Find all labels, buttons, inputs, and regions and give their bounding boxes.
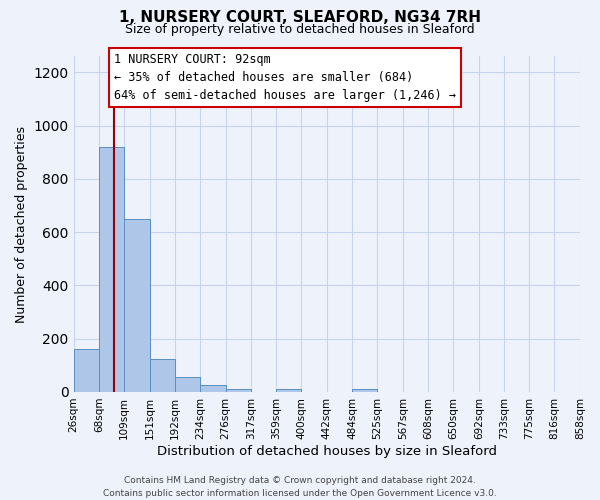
Text: Contains HM Land Registry data © Crown copyright and database right 2024.
Contai: Contains HM Land Registry data © Crown c… (103, 476, 497, 498)
Bar (74, 350, 99, 392)
Bar (99, 147, 124, 392)
Bar (124, 219, 149, 392)
Bar (149, 358, 175, 392)
Bar (352, 389, 377, 392)
X-axis label: Distribution of detached houses by size in Sleaford: Distribution of detached houses by size … (157, 444, 497, 458)
Text: 1, NURSERY COURT, SLEAFORD, NG34 7RH: 1, NURSERY COURT, SLEAFORD, NG34 7RH (119, 10, 481, 25)
Text: 1 NURSERY COURT: 92sqm
← 35% of detached houses are smaller (684)
64% of semi-de: 1 NURSERY COURT: 92sqm ← 35% of detached… (114, 53, 456, 102)
Bar (175, 378, 200, 392)
Bar (276, 389, 301, 392)
Bar (226, 389, 251, 392)
Bar (200, 384, 226, 392)
Text: Size of property relative to detached houses in Sleaford: Size of property relative to detached ho… (125, 22, 475, 36)
Y-axis label: Number of detached properties: Number of detached properties (15, 126, 28, 322)
